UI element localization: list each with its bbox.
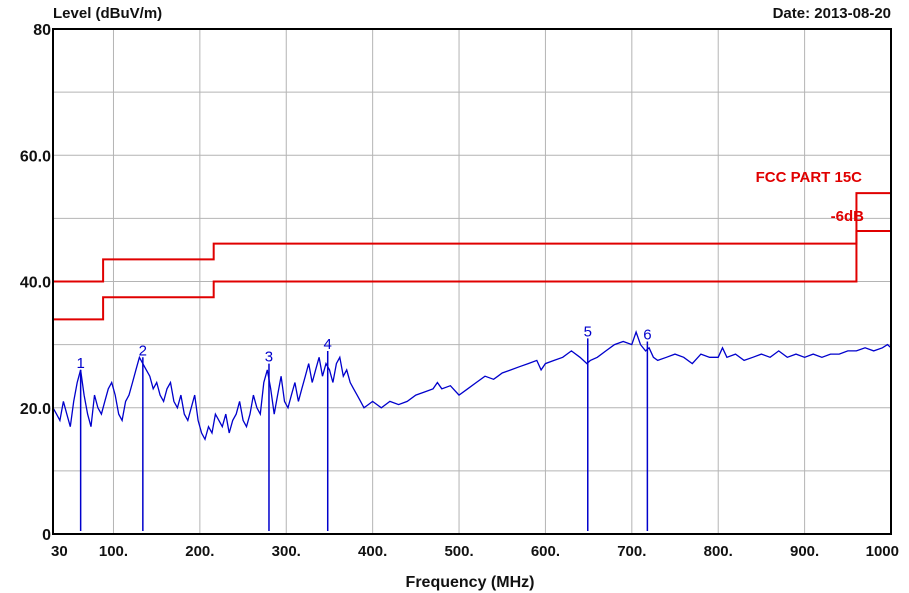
- fcc-limit-line: [53, 192, 891, 283]
- peak-marker-label: 4: [324, 336, 332, 353]
- x-tick-label: 30: [51, 543, 68, 560]
- x-tick-label: 400.: [358, 543, 387, 560]
- y-axis-title: Level (dBuV/m): [53, 5, 162, 22]
- margin-line-label: -6dB: [831, 208, 865, 225]
- peak-marker-label: 2: [139, 342, 147, 359]
- peak-marker-label: 1: [76, 355, 84, 372]
- x-tick-label: 200.: [185, 543, 214, 560]
- x-tick-label: 500.: [444, 543, 473, 560]
- x-tick-labels: 30 100. 200. 300. 400. 500. 600. 700. 800. 900. 10…: [51, 543, 899, 560]
- peak-marker-label: 3: [265, 349, 273, 366]
- x-tick-label: 900.: [790, 543, 819, 560]
- test-date: Date: 2013-08-20: [773, 5, 891, 22]
- y-tick-label: 0: [42, 527, 51, 544]
- x-tick-label: 600.: [531, 543, 560, 560]
- x-tick-label: 800.: [704, 543, 733, 560]
- peak-marker-label: 5: [584, 323, 592, 340]
- y-tick-label: 20.0: [20, 401, 51, 418]
- x-tick-label: 300.: [272, 543, 301, 560]
- y-tick-label: 80: [33, 22, 51, 39]
- plot-frame: [52, 28, 892, 535]
- x-tick-label: 1000: [866, 543, 899, 560]
- trace-layer: [52, 330, 892, 442]
- x-axis-title: Frequency (MHz): [406, 574, 535, 591]
- limit-line-label: FCC PART 15C: [756, 169, 863, 186]
- peak-marker-label: 6: [643, 326, 651, 343]
- y-tick-label: 60.0: [20, 148, 51, 165]
- margin-line: [53, 230, 891, 321]
- peak-markers: 1 2 3 4 5 6: [76, 323, 652, 531]
- emission-trace: [52, 330, 892, 442]
- x-tick-label: 100.: [99, 543, 128, 560]
- y-tick-label: 40.0: [20, 275, 51, 292]
- x-tick-label: 700.: [617, 543, 646, 560]
- limit-lines: [53, 192, 891, 321]
- y-tick-labels: 0 20.0 40.0 60.0 80: [20, 22, 51, 544]
